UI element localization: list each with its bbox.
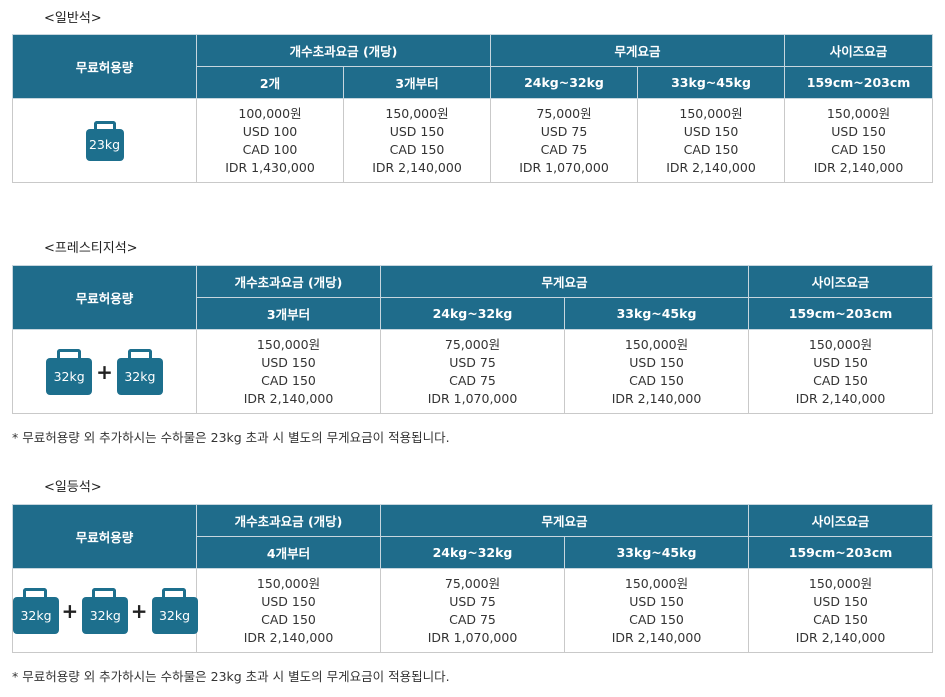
header-weight-fee: 무게요금 [489,34,786,67]
plus-sign: + [96,360,113,384]
table-row: 32kg + 32kg + 32kg 150,000원 USD 150 CAD 15… [12,568,934,653]
prestige-note: * 무료허용량 외 추가하시는 수하물은 23kg 초과 시 별도의 무게요금이… [12,430,450,445]
suitcase-icon: 32kg [151,588,198,634]
first-note: * 무료허용량 외 추가하시는 수하물은 23kg 초과 시 별도의 무게요금이… [12,669,450,684]
fee-cell: 150,000원 USD 150 CAD 150 IDR 2,140,000 [343,98,491,183]
subheader-weight-24-32: 24kg~32kg [490,66,638,99]
allowance-cell: 32kg + 32kg [12,329,197,414]
table-row: 32kg + 32kg 150,000원 USD 150 CAD 150 IDR 2,… [12,329,934,414]
subheader-count-2: 2개 [196,66,344,99]
suitcase-icon: 32kg [116,349,163,395]
header-weight-fee: 무게요금 [379,265,750,298]
subheader-count-4plus: 4개부터 [196,536,381,569]
fee-cell: 75,000원 USD 75 CAD 75 IDR 1,070,000 [490,98,638,183]
fee-cell: 75,000원 USD 75 CAD 75 IDR 1,070,000 [380,329,565,414]
header-count-fee: 개수초과요금 (개당) [196,34,491,67]
header-allowance: 무료허용량 [12,265,197,330]
subheader-size: 159cm~203cm [784,66,934,99]
suitcase-icon: 32kg [82,588,129,634]
suitcase-icon: 32kg [46,349,93,395]
subheader-size: 159cm~203cm [748,297,934,330]
header-size-fee: 사이즈요금 [748,504,934,537]
fee-cell: 150,000원 USD 150 CAD 150 IDR 2,140,000 [748,329,934,414]
header-weight-fee: 무게요금 [379,504,750,537]
header-size-fee: 사이즈요금 [784,34,934,67]
section-label-prestige: <프레스티지석> [44,241,138,256]
suitcase-icon: 32kg [13,588,59,634]
fee-cell: 150,000원 USD 150 CAD 150 IDR 2,140,000 [784,98,934,183]
allowance-cell: 32kg + 32kg + 32kg [12,568,198,653]
first-fee-table: 무료허용량 개수초과요금 (개당) 무게요금 사이즈요금 4개부터 24kg~3… [12,504,934,653]
economy-fee-table: 무료허용량 개수초과요금 (개당) 무게요금 사이즈요금 2개 3개부터 24k… [12,34,934,183]
allowance-cell: 23kg [12,98,197,183]
fee-cell: 75,000원 USD 75 CAD 75 IDR 1,070,000 [380,568,565,653]
section-label-economy: <일반석> [44,11,102,26]
fee-cell: 150,000원 USD 150 CAD 150 IDR 2,140,000 [563,329,750,414]
fee-cell: 150,000원 USD 150 CAD 150 IDR 2,140,000 [636,98,786,183]
fee-cell: 150,000원 USD 150 CAD 150 IDR 2,140,000 [748,568,934,653]
subheader-weight-33-45: 33kg~45kg [636,66,786,99]
subheader-weight-24-32: 24kg~32kg [380,536,565,569]
header-count-fee: 개수초과요금 (개당) [196,504,381,537]
section-label-first: <일등석> [44,480,102,495]
prestige-fee-table: 무료허용량 개수초과요금 (개당) 무게요금 사이즈요금 3개부터 24kg~3… [12,265,934,414]
header-size-fee: 사이즈요금 [748,265,934,298]
subheader-weight-33-45: 33kg~45kg [563,297,750,330]
fee-cell: 150,000원 USD 150 CAD 150 IDR 2,140,000 [563,568,750,653]
subheader-weight-33-45: 33kg~45kg [563,536,750,569]
subheader-weight-24-32: 24kg~32kg [380,297,565,330]
suitcase-icon: 23kg [85,121,124,161]
table-row: 23kg 100,000원 USD 100 CAD 100 IDR 1,430,000… [12,98,934,183]
subheader-size: 159cm~203cm [748,536,934,569]
header-allowance: 무료허용량 [12,504,197,569]
subheader-count-3plus: 3개부터 [196,297,381,330]
fee-cell: 150,000원 USD 150 CAD 150 IDR 2,140,000 [196,568,381,653]
fee-cell: 100,000원 USD 100 CAD 100 IDR 1,430,000 [196,98,344,183]
plus-sign: + [61,599,79,623]
fee-cell: 150,000원 USD 150 CAD 150 IDR 2,140,000 [196,329,381,414]
plus-sign: + [130,599,148,623]
header-allowance: 무료허용량 [12,34,197,99]
header-count-fee: 개수초과요금 (개당) [196,265,381,298]
subheader-count-3plus: 3개부터 [343,66,491,99]
